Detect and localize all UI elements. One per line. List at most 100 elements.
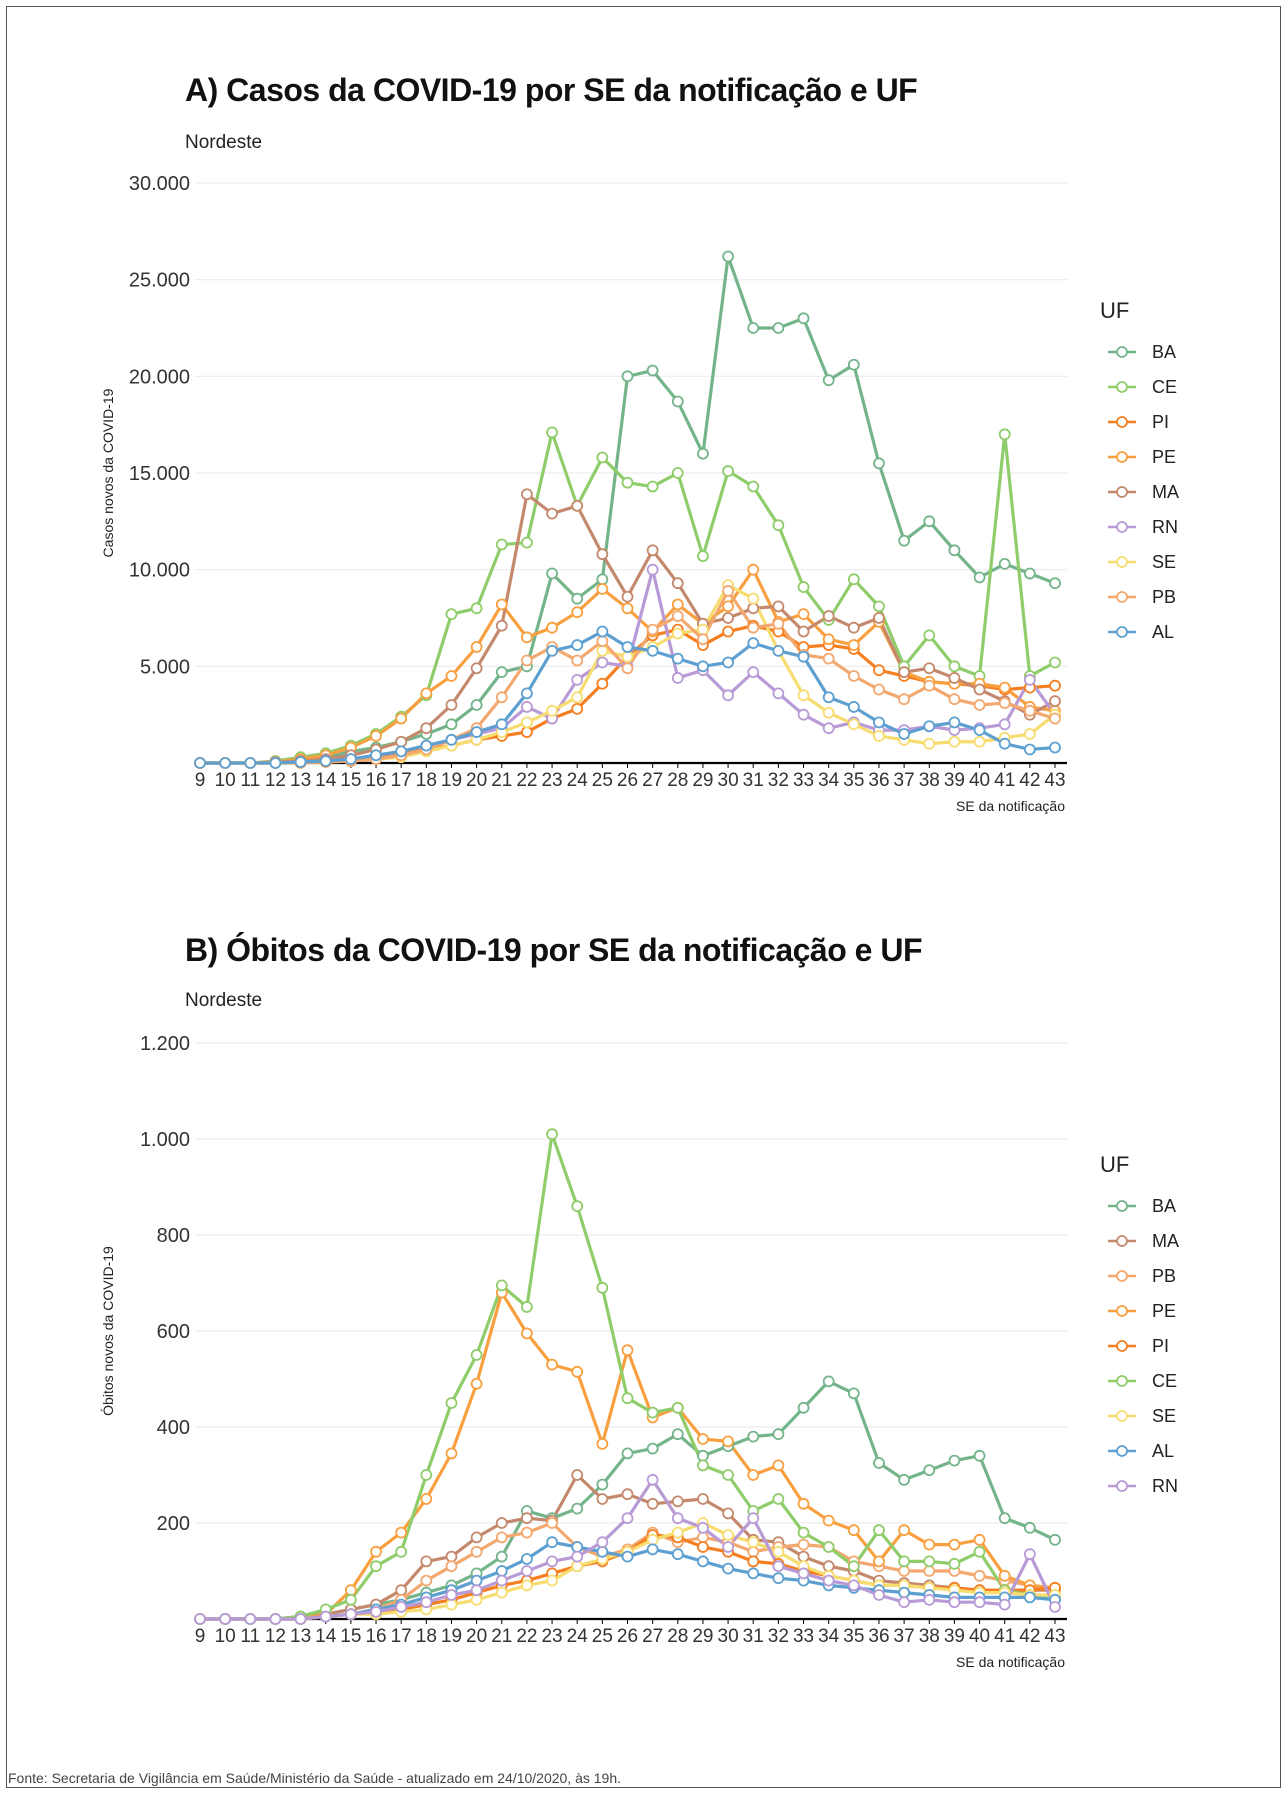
chart-b-legend-label: BA [1152, 1196, 1176, 1216]
chart-b-xtick-label: 27 [642, 1626, 663, 1647]
chart-a-ytick-label: 20.000 [129, 366, 190, 388]
chart-a-point-al [219, 757, 232, 769]
chart-b-point-al [671, 1548, 684, 1561]
chart-b-point-al [1023, 1591, 1036, 1604]
chart-b-point-rn [646, 1473, 659, 1486]
chart-a-point-ce [722, 465, 734, 477]
chart-b-point-ce [923, 1555, 936, 1568]
chart-a-point-ma [923, 662, 936, 675]
chart-b-point-ba [847, 1387, 860, 1400]
chart-a-xtick-label: 14 [315, 770, 337, 791]
chart-a-point-ba [847, 358, 860, 371]
chart-a-point-ma [445, 699, 458, 711]
chart-b-point-rn [370, 1605, 382, 1618]
chart-a-xtick-label: 23 [541, 770, 562, 791]
chart-a-xtick-label: 9 [195, 770, 206, 791]
chart-a-point-rn [998, 718, 1011, 731]
chart-a-point-ma [948, 672, 961, 684]
chart-b-xtick-label: 38 [919, 1626, 940, 1647]
chart-b-point-al [546, 1536, 558, 1549]
chart-b-point-ma [521, 1512, 533, 1525]
chart-b-point-pb [797, 1538, 810, 1551]
chart-b-xtick-label: 11 [240, 1626, 260, 1647]
chart-b-point-rn [898, 1596, 911, 1609]
chart-a-point-pe [747, 563, 760, 576]
chart-b-point-rn [571, 1550, 584, 1563]
chart-b-point-ce [395, 1545, 408, 1558]
chart-a-legend-key-marker [1116, 521, 1128, 533]
chart-a-point-al [948, 716, 961, 729]
chart-b-y-axis-label: Óbitos novos da COVID-19 [100, 1246, 116, 1416]
chart-b-xtick-label: 35 [843, 1626, 864, 1647]
chart-b-point-rn [395, 1601, 408, 1613]
chart-b-legend-key-marker [1116, 1445, 1128, 1457]
chart-b-point-al [521, 1553, 533, 1565]
chart-b-point-rn [697, 1521, 709, 1534]
chart-b-point-ce [797, 1526, 810, 1539]
chart-b-point-al [571, 1541, 584, 1553]
chart-a-point-ce [646, 480, 659, 493]
chart-a-point-ba [797, 312, 810, 325]
chart-a-point-pi [596, 677, 609, 690]
chart-a-point-pb [1049, 712, 1061, 725]
chart-b-point-ba [697, 1449, 709, 1462]
chart-b-point-rn [194, 1613, 206, 1625]
chart-b-xtick-label: 24 [567, 1626, 589, 1647]
chart-a-point-ma [973, 683, 986, 696]
chart-a-xtick-label: 15 [340, 770, 361, 791]
chart-b-xtick-label: 20 [466, 1626, 487, 1647]
chart-b-point-rn [546, 1555, 558, 1568]
chart-a-xtick-label: 41 [994, 770, 1015, 791]
chart-a-point-al [596, 625, 609, 638]
chart-b-xtick-label: 18 [416, 1626, 437, 1647]
chart-a-point-ba [1023, 567, 1036, 580]
chart-b-point-ce [546, 1128, 558, 1141]
chart-a-point-ce [747, 480, 760, 493]
chart-b-point-ma [646, 1497, 659, 1510]
chart-b-point-pb [495, 1531, 508, 1544]
chart-b-point-se [546, 1574, 558, 1587]
chart-b-point-se [470, 1593, 483, 1606]
chart-a-point-se [521, 716, 533, 729]
chart-a-point-al [847, 701, 860, 713]
chart-a-point-pb [998, 697, 1011, 709]
chart-b-point-rn [923, 1593, 936, 1606]
chart-a-point-se [948, 735, 961, 748]
chart-a-y-axis-label: Casos novos da COVID-19 [100, 388, 116, 557]
chart-a-legend-label: SE [1152, 552, 1176, 572]
chart-a-point-al [923, 720, 936, 733]
chart-a-point-al [495, 718, 508, 731]
chart-a-legend-key-marker [1116, 486, 1128, 498]
chart-a-point-ba [998, 557, 1011, 570]
chart-b-xtick-label: 30 [718, 1626, 739, 1647]
chart-b-xtick-label: 43 [1044, 1626, 1065, 1647]
chart-b-legend-label: AL [1152, 1441, 1174, 1461]
chart-b-ytick-label: 400 [157, 1417, 190, 1439]
chart-b-xtick-label: 22 [516, 1626, 537, 1647]
chart-a-xtick-label: 20 [466, 770, 487, 791]
chart-b-point-ce [948, 1557, 961, 1570]
chart-b-ytick-label: 200 [157, 1513, 190, 1535]
chart-a-point-pb [495, 691, 508, 704]
chart-a-xtick-label: 31 [743, 770, 764, 791]
chart-a-point-pb [671, 610, 684, 622]
chart-b-point-ce [521, 1301, 533, 1313]
chart-a-point-al [1023, 743, 1036, 756]
chart-b-point-al [772, 1572, 785, 1585]
chart-a-point-ma [596, 548, 609, 561]
chart-b-point-ba [646, 1442, 659, 1455]
chart-a-point-se [973, 735, 986, 748]
chart-a-point-se [671, 627, 684, 640]
chart-b-point-rn [470, 1584, 483, 1597]
chart-a-xtick-label: 30 [718, 770, 739, 791]
chart-b-point-pe [546, 1358, 558, 1371]
chart-b-point-pe [847, 1524, 860, 1537]
chart-b-legend-label: PI [1152, 1336, 1169, 1356]
chart-a-point-al [671, 652, 684, 665]
chart-a-point-pb [521, 654, 533, 667]
chart-b-point-pb [747, 1545, 760, 1558]
chart-b-point-rn [269, 1613, 282, 1625]
chart-b-point-ba [873, 1457, 885, 1469]
chart-a-point-pb [973, 699, 986, 711]
